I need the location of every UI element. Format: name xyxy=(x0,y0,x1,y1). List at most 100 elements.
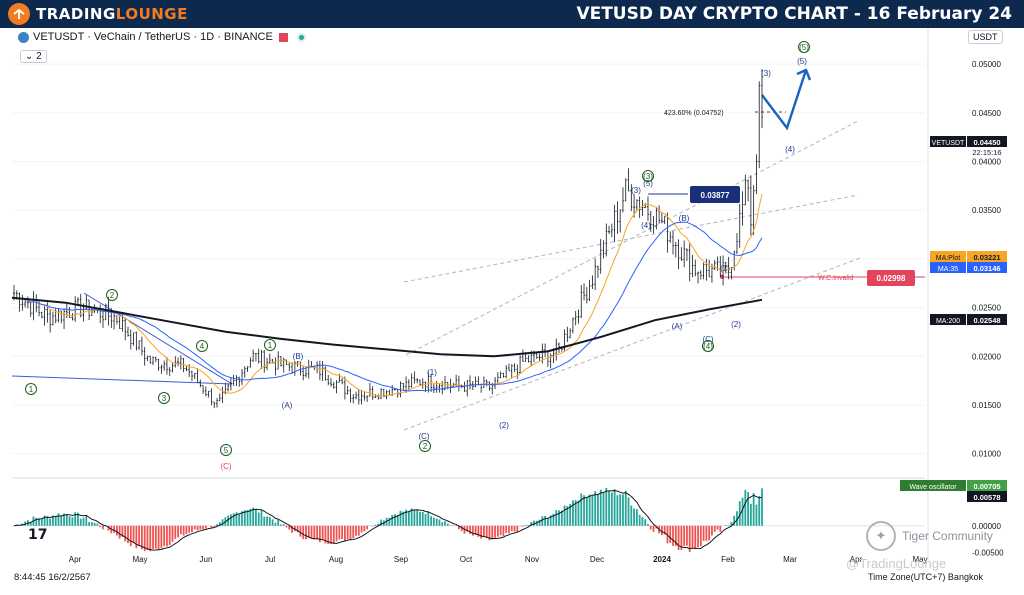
ma35-tag-value-box xyxy=(967,262,1007,273)
wave-label: 4 xyxy=(200,342,205,351)
y-tick-label: 0.01500 xyxy=(972,401,1001,410)
header-banner: TRADINGLOUNGE VETUSD DAY CRYPTO CHART - … xyxy=(0,0,1024,28)
tiger-watermark: ✦ Tiger Community xyxy=(866,521,993,551)
market-open-icon xyxy=(296,32,306,42)
ma-plot-tag-value: 0.03221 xyxy=(973,253,1000,262)
wave-label: (3) xyxy=(761,69,771,78)
tiger-icon: ✦ xyxy=(866,521,896,551)
wave-label: 3 xyxy=(162,394,167,403)
x-tick-label: Sep xyxy=(394,555,409,564)
ma200-tag-label: MA:200 xyxy=(936,318,960,325)
wave-label: (2) xyxy=(499,421,509,430)
invalid-value: 0.02998 xyxy=(877,274,906,283)
wave-circle xyxy=(25,383,37,395)
wave-label: (1) xyxy=(720,264,730,273)
brand-trading: TRADING xyxy=(36,5,116,23)
x-tick-label: Jun xyxy=(200,555,213,564)
wave-circle xyxy=(106,289,118,301)
osc-signal-line xyxy=(13,490,763,551)
wave-label: (5) xyxy=(643,179,653,188)
flag-icon[interactable] xyxy=(278,32,288,42)
price-tag-label: VETUSDT xyxy=(932,140,965,147)
datetime: 8:44:45 16/2/2567 xyxy=(14,572,91,583)
watermark-text-2: @TradingLounge xyxy=(846,556,947,571)
osc-signal-value: 0.00578 xyxy=(973,493,1000,502)
projection-arrow-head xyxy=(796,68,812,81)
y-tick-label: 0.05000 xyxy=(972,60,1001,69)
ma200-tag-label-box xyxy=(930,314,966,325)
chevron-down-icon: ⌄ xyxy=(25,51,34,62)
ma-plot-tag-value-box xyxy=(967,251,1007,262)
page-title: VETUSD DAY CRYPTO CHART - 16 February 24 xyxy=(576,4,1012,24)
wave-label: (C) xyxy=(418,432,429,441)
wave-label: (3) xyxy=(631,186,641,195)
ma35-tag-label-box xyxy=(930,262,966,273)
wave-label: (C) xyxy=(220,462,231,471)
y-tick-label: 0.01000 xyxy=(972,450,1001,459)
symbol-legend[interactable]: VETUSDT · VeChain / TetherUS · 1D · BINA… xyxy=(18,31,306,43)
channel-upper-line xyxy=(405,119,861,356)
x-tick-label: Mar xyxy=(783,555,797,564)
osc-value-box xyxy=(967,480,1007,491)
wave-label: (1) xyxy=(427,368,437,377)
ma200-tag-value: 0.02548 xyxy=(973,316,1000,325)
osc-tick-label: -0.00500 xyxy=(972,548,1004,557)
y-tick-label: 0.02500 xyxy=(972,304,1001,313)
wave-label: 5 xyxy=(224,446,229,455)
y-tick-label: 0.04000 xyxy=(972,157,1001,166)
x-tick-label: May xyxy=(912,555,927,564)
wave-circle xyxy=(158,392,170,404)
brand-lounge: LOUNGE xyxy=(115,5,188,23)
wave-circle xyxy=(702,340,714,352)
osc-signal-box xyxy=(967,491,1007,502)
trendline-upper xyxy=(83,292,233,385)
x-tick-label: Oct xyxy=(460,555,473,564)
wave-circle xyxy=(798,41,810,53)
y-tick-label: 0.04500 xyxy=(972,109,1001,118)
countdown: 22:15:16 xyxy=(972,148,1001,157)
y-tick-label: 0.03500 xyxy=(972,206,1001,215)
wave-label: (A) xyxy=(282,401,293,410)
tradingview-icon: 17 xyxy=(28,527,48,543)
x-tick-label: Aug xyxy=(329,555,343,564)
wave-circle xyxy=(264,339,276,351)
wave-label: (B) xyxy=(293,352,304,361)
brand-logo-icon xyxy=(8,3,30,25)
ma35-line xyxy=(27,221,763,392)
wave-label: (5) xyxy=(799,43,809,52)
x-tick-label: May xyxy=(132,555,147,564)
ma35-tag-label: MA:35 xyxy=(938,266,958,273)
wave-circle xyxy=(220,444,232,456)
invalid-tag xyxy=(867,270,915,286)
price-tag-value-box xyxy=(967,136,1007,147)
x-tick-label: Apr xyxy=(850,555,863,564)
vechain-logo-icon xyxy=(18,31,29,43)
ma35-tag-value: 0.03146 xyxy=(973,264,1000,273)
ma200-line xyxy=(11,296,763,358)
level-box-label: 0.03877 xyxy=(701,191,730,200)
wave-circle xyxy=(419,440,431,452)
channel-lower-line xyxy=(403,257,861,431)
indicator-count: 2 xyxy=(36,51,42,62)
wave-label: 1 xyxy=(268,341,273,350)
wave-label: 1 xyxy=(29,385,34,394)
brand-logo[interactable]: TRADINGLOUNGE xyxy=(8,3,188,25)
wave-label: (C) xyxy=(702,335,713,344)
indicator-toggle[interactable]: ⌄ 2 xyxy=(20,50,47,63)
x-tick-label: 2024 xyxy=(653,555,671,564)
ma-plot-line xyxy=(22,193,763,397)
osc-name-box xyxy=(900,480,966,491)
wave-circle xyxy=(196,340,208,352)
ma-plot-tag-label: MA:Plot xyxy=(936,255,961,262)
ma200-tag-value-box xyxy=(967,314,1007,325)
x-tick-label: Jul xyxy=(265,555,275,564)
x-tick-label: Feb xyxy=(721,555,735,564)
x-tick-label: Dec xyxy=(590,555,604,564)
trendline-lower xyxy=(11,375,233,385)
wave-label: 2 xyxy=(423,442,428,451)
timezone[interactable]: Time Zone(UTC+7) Bangkok xyxy=(868,572,983,582)
currency-button[interactable]: USDT xyxy=(968,30,1003,44)
ma-plot-tag-label-box xyxy=(930,251,966,262)
symbol-label: VETUSDT · VeChain / TetherUS · 1D · BINA… xyxy=(33,31,273,43)
